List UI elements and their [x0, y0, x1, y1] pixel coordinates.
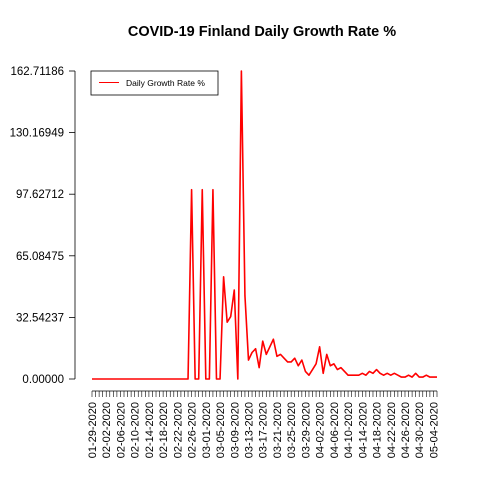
x-tick-label: 04-26-2020 [400, 402, 412, 458]
x-tick-label: 02-10-2020 [130, 402, 142, 458]
x-tick-label: 04-02-2020 [315, 402, 327, 458]
legend: Daily Growth Rate % [90, 70, 219, 96]
x-tick-label: 03-25-2020 [286, 402, 298, 458]
x-tick-label: 02-26-2020 [187, 402, 199, 458]
x-tick-label: 02-06-2020 [115, 402, 127, 458]
x-tick-label: 03-05-2020 [215, 402, 227, 458]
x-tick-label: 01-29-2020 [87, 402, 99, 458]
x-tick-label: 03-29-2020 [300, 402, 312, 458]
x-tick-label: 03-09-2020 [229, 402, 241, 458]
x-tick-label: 04-06-2020 [329, 402, 341, 458]
y-tick-label: 130.16949 [10, 128, 64, 140]
series-line-daily-growth-rate [92, 70, 437, 380]
x-tick-label: 04-14-2020 [357, 402, 369, 458]
x-tick-label: 02-14-2020 [144, 402, 156, 458]
x-axis: 01-29-2020 02-02-2020 02-06-2020 02-10-2020… [87, 390, 440, 458]
y-tick-label: 32.54237 [16, 312, 64, 324]
x-tick-label: 03-17-2020 [258, 402, 270, 458]
y-axis: 0.00000 32.54237 65.08475 97.62712 130.16949… [10, 66, 76, 386]
chart-title: COVID-19 Finland Daily Growth Rate % [128, 24, 396, 40]
y-tick-label: 0.00000 [22, 374, 64, 386]
series-layer [92, 70, 437, 380]
x-tick-label: 03-01-2020 [201, 402, 213, 458]
y-tick-label: 97.62712 [16, 189, 64, 201]
x-tick-label: 05-04-2020 [428, 402, 440, 458]
y-tick-label: 162.71186 [10, 66, 64, 78]
x-tick-label: 04-22-2020 [386, 402, 398, 458]
x-tick-label: 03-21-2020 [272, 402, 284, 458]
x-tick-label: 04-30-2020 [414, 402, 426, 458]
y-tick-label: 65.08475 [16, 251, 64, 263]
plot-box [75, 59, 454, 389]
x-tick-label: 02-18-2020 [158, 402, 170, 458]
x-tick-label: 03-13-2020 [243, 402, 255, 458]
x-tick-label: 04-10-2020 [343, 402, 355, 458]
x-tick-label: 02-02-2020 [101, 402, 113, 458]
x-tick-label: 02-22-2020 [172, 402, 184, 458]
x-tick-label: 04-18-2020 [372, 402, 384, 458]
legend-label: Daily Growth Rate % [126, 78, 205, 88]
